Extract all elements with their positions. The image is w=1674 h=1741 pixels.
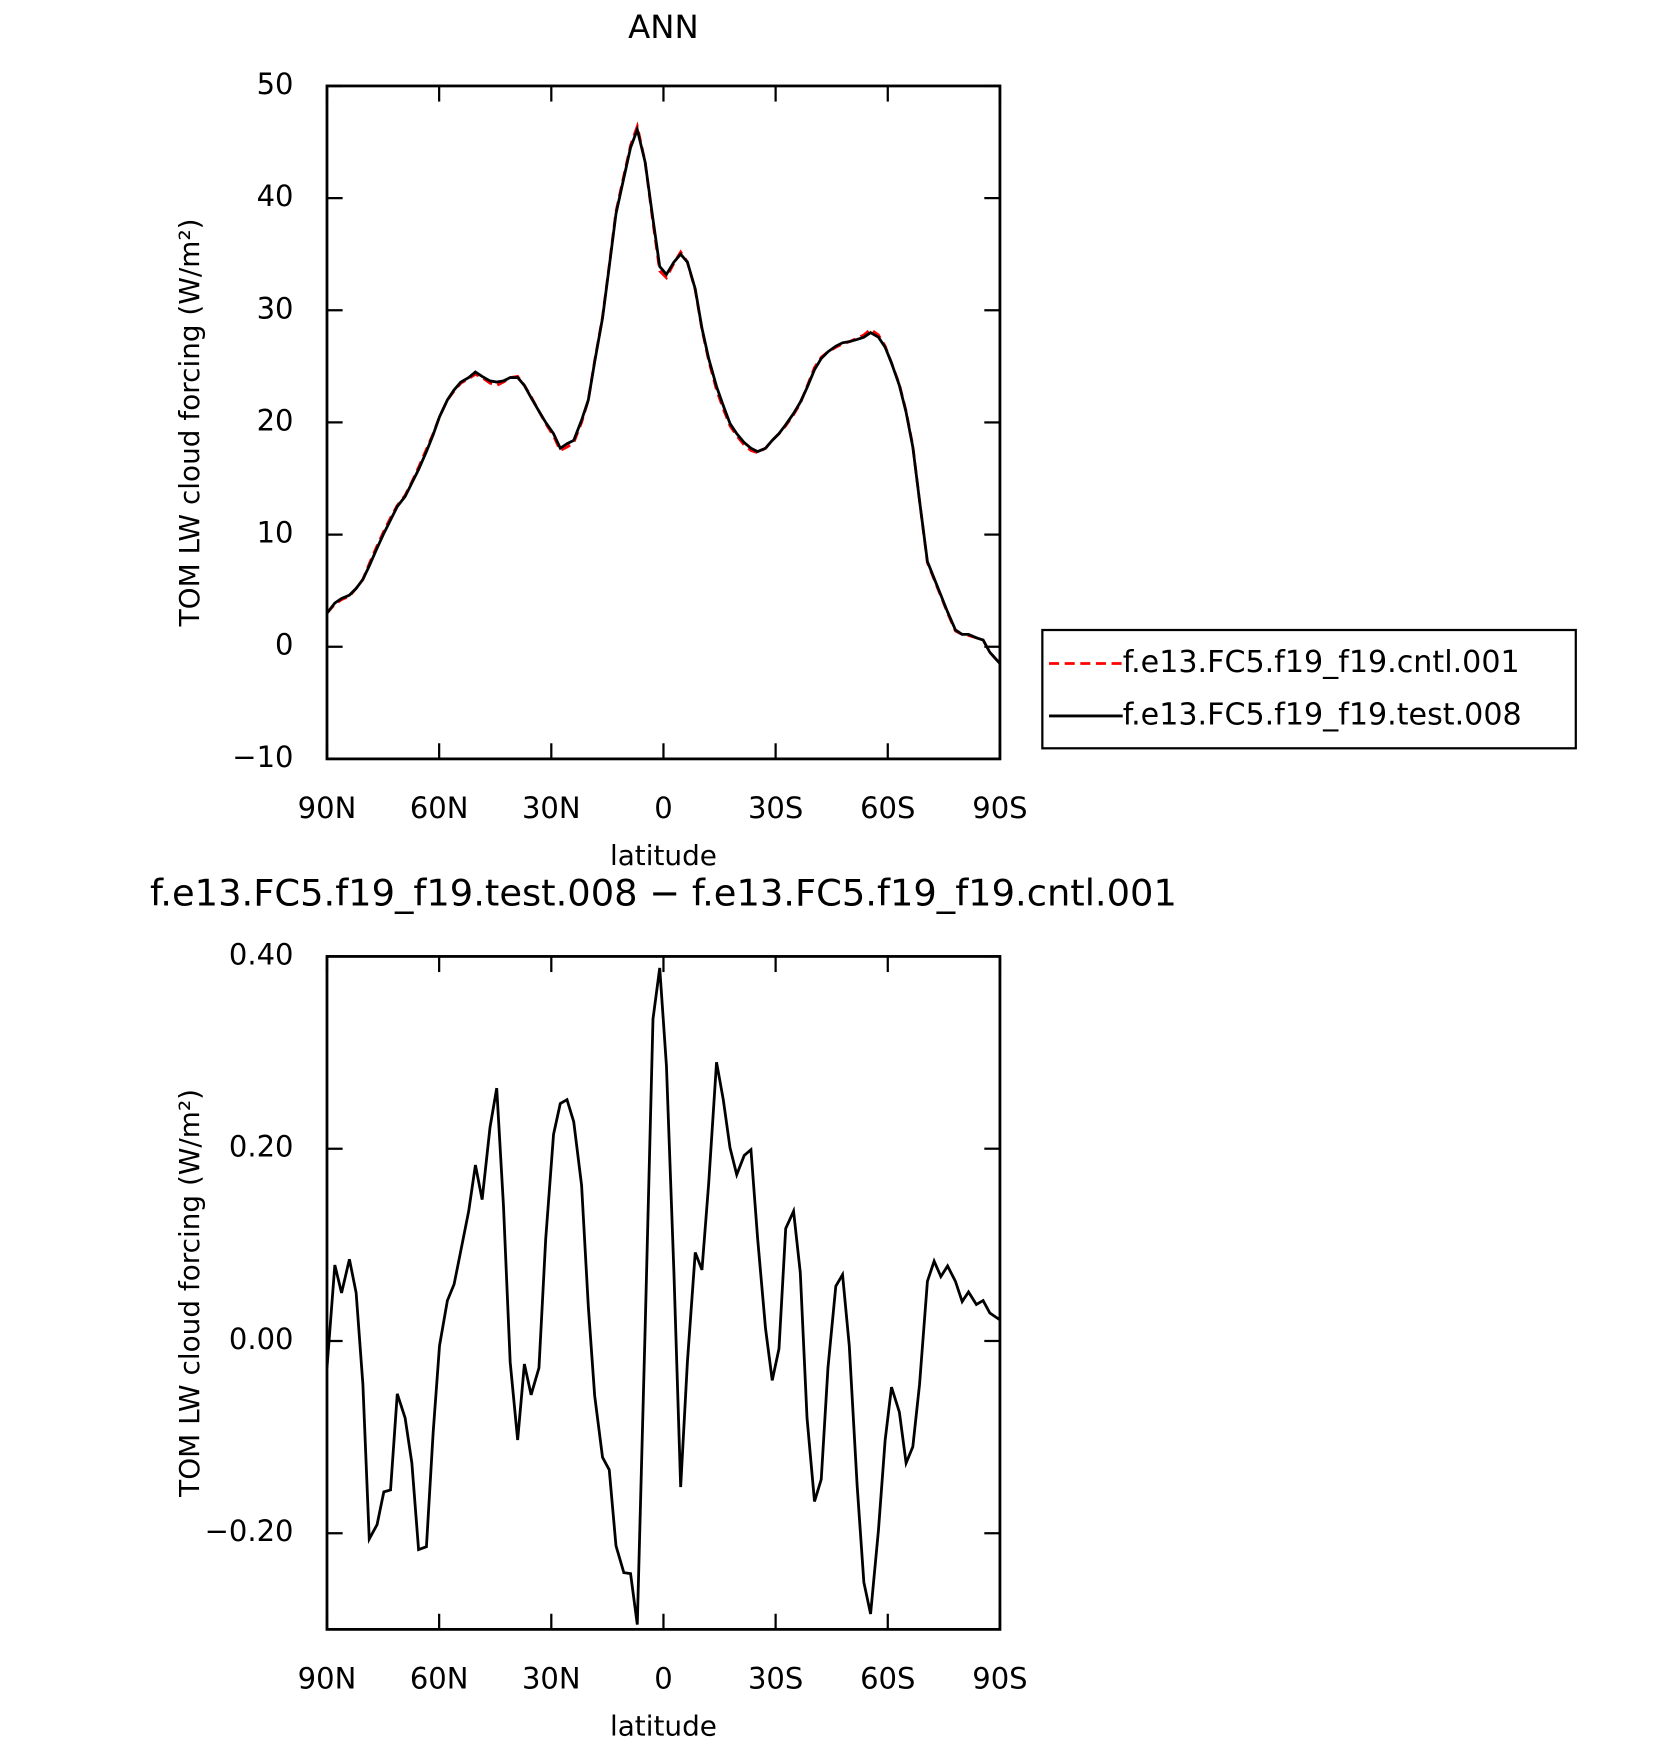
y-tick-label: 50 xyxy=(257,67,294,101)
plot-frame xyxy=(325,84,1002,761)
x-tick-label: 30N xyxy=(522,1662,581,1696)
y-axis-label: TOM LW cloud forcing (W/m²) xyxy=(173,1089,206,1498)
y-tick-label: 0.40 xyxy=(229,937,294,971)
chart-title: f.e13.FC5.f19_f19.test.008 − f.e13.FC5.f… xyxy=(150,872,1177,915)
legend-label: f.e13.FC5.f19_f19.cntl.001 xyxy=(1123,645,1520,680)
x-tick-label: 60N xyxy=(410,791,469,825)
x-axis-label: latitude xyxy=(610,839,717,872)
legend-label: f.e13.FC5.f19_f19.test.008 xyxy=(1123,697,1522,732)
y-tick-label: 10 xyxy=(257,516,294,550)
y-tick-label: 0.00 xyxy=(229,1322,294,1356)
y-tick-label: −10 xyxy=(232,740,293,774)
x-tick-label: 30S xyxy=(748,791,803,825)
x-axis-label: latitude xyxy=(610,1710,717,1741)
x-tick-label: 60S xyxy=(860,791,915,825)
y-tick-label: 0 xyxy=(275,628,293,662)
data-line xyxy=(326,967,1000,1625)
x-tick-label: 90S xyxy=(972,791,1027,825)
x-tick-label: 90N xyxy=(298,791,357,825)
y-tick-label: 0.20 xyxy=(229,1130,294,1164)
y-axis-label: TOM LW cloud forcing (W/m²) xyxy=(173,218,206,627)
x-tick-label: 90N xyxy=(298,1662,357,1696)
x-tick-label: 90S xyxy=(972,1662,1027,1696)
x-tick-label: 60N xyxy=(410,1662,469,1696)
x-tick-label: 30N xyxy=(522,791,581,825)
data-line xyxy=(326,121,1000,665)
chart-title: ANN xyxy=(628,8,699,46)
x-tick-label: 0 xyxy=(654,791,672,825)
x-tick-label: 30S xyxy=(748,1662,803,1696)
y-tick-label: 20 xyxy=(257,403,294,437)
x-tick-label: 60S xyxy=(860,1662,915,1696)
y-tick-label: 30 xyxy=(257,291,294,325)
data-line xyxy=(326,124,1000,665)
legend-box xyxy=(1041,628,1577,750)
plot-frame xyxy=(325,955,1002,1631)
y-tick-label: 40 xyxy=(257,179,294,213)
x-tick-label: 0 xyxy=(654,1662,672,1696)
y-tick-label: −0.20 xyxy=(205,1514,294,1548)
